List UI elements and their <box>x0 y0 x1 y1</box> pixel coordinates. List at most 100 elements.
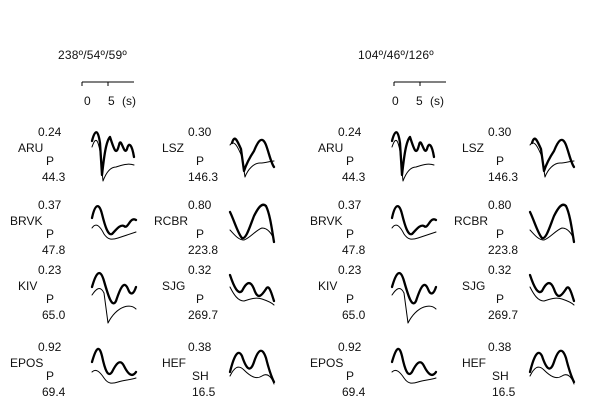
station-rcbr: 0.80 RCBR P 223.8 <box>450 198 600 268</box>
amplitude-ratio: 0.38 <box>488 340 512 354</box>
distance-value: 16.5 <box>192 385 216 399</box>
waveform <box>528 203 576 244</box>
amplitude-ratio: 0.38 <box>188 340 212 354</box>
observed-waveform <box>228 273 276 303</box>
amplitude-ratio: 0.32 <box>488 263 512 277</box>
station-epos: 0.92 EPOS P 69.4 <box>300 340 450 410</box>
station-code: SJG <box>462 279 486 293</box>
scale-tick-0: 0 <box>392 94 399 108</box>
synthetic-waveform <box>229 227 275 241</box>
amplitude-ratio: 0.92 <box>38 340 62 354</box>
distance-value: 146.3 <box>488 170 519 184</box>
scale-bar-line <box>81 81 134 86</box>
observed-waveform <box>390 271 438 305</box>
waveform <box>228 273 276 306</box>
observed-waveform <box>390 347 438 376</box>
observed-waveform <box>530 137 576 173</box>
station-code: BRVK <box>10 214 43 228</box>
amplitude-ratio: 0.92 <box>338 340 362 354</box>
waveform <box>229 137 276 178</box>
mechanism-label: 104º/46º/126º <box>358 48 434 62</box>
station-code: LSZ <box>162 141 185 155</box>
phase-label: P <box>196 227 205 241</box>
observed-waveform <box>228 203 276 244</box>
amplitude-ratio: 0.37 <box>38 198 62 212</box>
observed-waveform <box>90 347 138 376</box>
time-scale-bar: 0 5 (s) <box>390 72 490 112</box>
waveform <box>390 271 438 324</box>
distance-value: 69.4 <box>342 385 366 399</box>
synthetic-waveform <box>91 369 137 384</box>
phase-label: SH <box>192 369 209 383</box>
station-code: ARU <box>318 141 344 155</box>
waveform <box>528 349 576 385</box>
distance-value: 65.0 <box>42 308 66 322</box>
amplitude-ratio: 0.23 <box>338 263 362 277</box>
amplitude-ratio: 0.24 <box>38 125 62 139</box>
synthetic-waveform <box>529 142 575 178</box>
observed-waveform <box>90 271 138 305</box>
waveform <box>528 273 576 306</box>
distance-value: 269.7 <box>488 308 519 322</box>
waveform <box>90 205 138 240</box>
phase-label: P <box>46 369 55 383</box>
phase-label: P <box>46 154 55 168</box>
distance-value: 65.0 <box>342 308 366 322</box>
distance-value: 47.8 <box>42 243 66 257</box>
station-aru: 0.24 ARU P 44.3 <box>0 125 150 195</box>
scale-tick-5: 5 <box>108 94 115 108</box>
synthetic-waveform <box>529 366 575 385</box>
synthetic-waveform <box>529 286 575 306</box>
station-hef: 0.38 HEF SH 16.5 <box>150 340 300 410</box>
mechanism-label: 238º/54º/59º <box>58 48 127 62</box>
station-brvk: 0.37 BRVK P 47.8 <box>300 198 450 268</box>
waveform <box>529 137 576 178</box>
station-code: KIV <box>318 279 338 293</box>
panel-left: 238º/54º/59º 0 5 (s) 0.24 ARU P 44.3 0.30 LSZ… <box>0 0 300 404</box>
phase-label: P <box>346 369 355 383</box>
synthetic-waveform <box>229 366 275 385</box>
distance-value: 44.3 <box>342 170 366 184</box>
phase-label: P <box>46 227 55 241</box>
station-lsz: 0.30 LSZ P 146.3 <box>150 125 300 195</box>
observed-waveform <box>90 205 138 236</box>
phase-label: P <box>346 292 355 306</box>
scale-unit: (s) <box>122 94 136 108</box>
amplitude-ratio: 0.37 <box>338 198 362 212</box>
station-code: HEF <box>462 356 486 370</box>
synthetic-waveform <box>391 139 435 182</box>
phase-label: P <box>496 227 505 241</box>
synthetic-waveform <box>91 288 137 324</box>
distance-value: 223.8 <box>488 243 519 257</box>
scale-tick-5: 5 <box>416 94 423 108</box>
synthetic-waveform <box>529 227 575 241</box>
distance-value: 44.3 <box>42 170 66 184</box>
waveform <box>90 347 138 384</box>
station-brvk: 0.37 BRVK P 47.8 <box>0 198 150 268</box>
station-code: EPOS <box>10 356 44 370</box>
phase-label: P <box>46 292 55 306</box>
station-hef: 0.38 HEF SH 16.5 <box>450 340 600 410</box>
waveform <box>390 131 436 182</box>
waveform <box>390 347 438 384</box>
waveform <box>390 205 438 240</box>
phase-label: P <box>346 154 355 168</box>
station-kiv: 0.23 KIV P 65.0 <box>0 263 150 333</box>
observed-waveform <box>230 137 276 173</box>
synthetic-waveform <box>391 224 437 240</box>
scale-unit: (s) <box>430 94 444 108</box>
synthetic-waveform <box>229 286 275 306</box>
station-aru: 0.24 ARU P 44.3 <box>300 125 450 195</box>
distance-value: 47.8 <box>342 243 366 257</box>
observed-waveform <box>390 131 436 177</box>
distance-value: 223.8 <box>188 243 219 257</box>
waveform <box>90 131 136 182</box>
station-code: EPOS <box>310 356 344 370</box>
panel-right: 104º/46º/126º 0 5 (s) 0.24 ARU P 44.3 0.30 LS… <box>300 0 600 404</box>
amplitude-ratio: 0.24 <box>338 125 362 139</box>
synthetic-waveform <box>391 369 437 384</box>
scale-tick-0: 0 <box>84 94 91 108</box>
station-epos: 0.92 EPOS P 69.4 <box>0 340 150 410</box>
station-code: LSZ <box>462 141 485 155</box>
phase-label: P <box>196 154 205 168</box>
